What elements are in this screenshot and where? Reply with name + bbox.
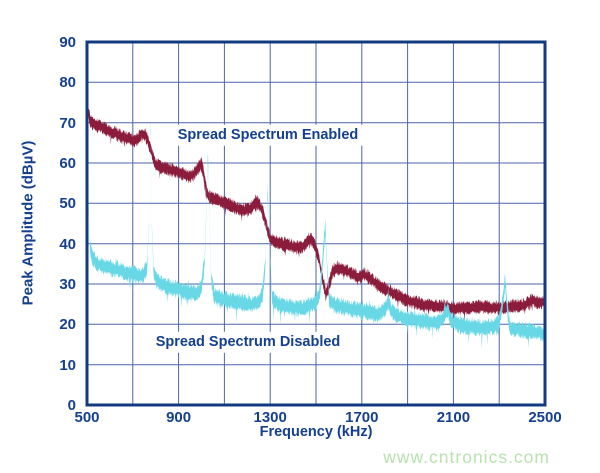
series-label-spread-spectrum-disabled: Spread Spectrum Disabled (150, 331, 346, 353)
series-disabled (87, 84, 545, 349)
watermark-text: www.cntronics.com (383, 447, 550, 467)
x-axis-title: Frequency (kHz) (259, 424, 373, 440)
series-label-spread-spectrum-enabled: Spread Spectrum Enabled (172, 124, 364, 146)
y-axis-title: Peak Amplitude (dBµV) (19, 140, 37, 306)
plot-border (85, 40, 547, 407)
